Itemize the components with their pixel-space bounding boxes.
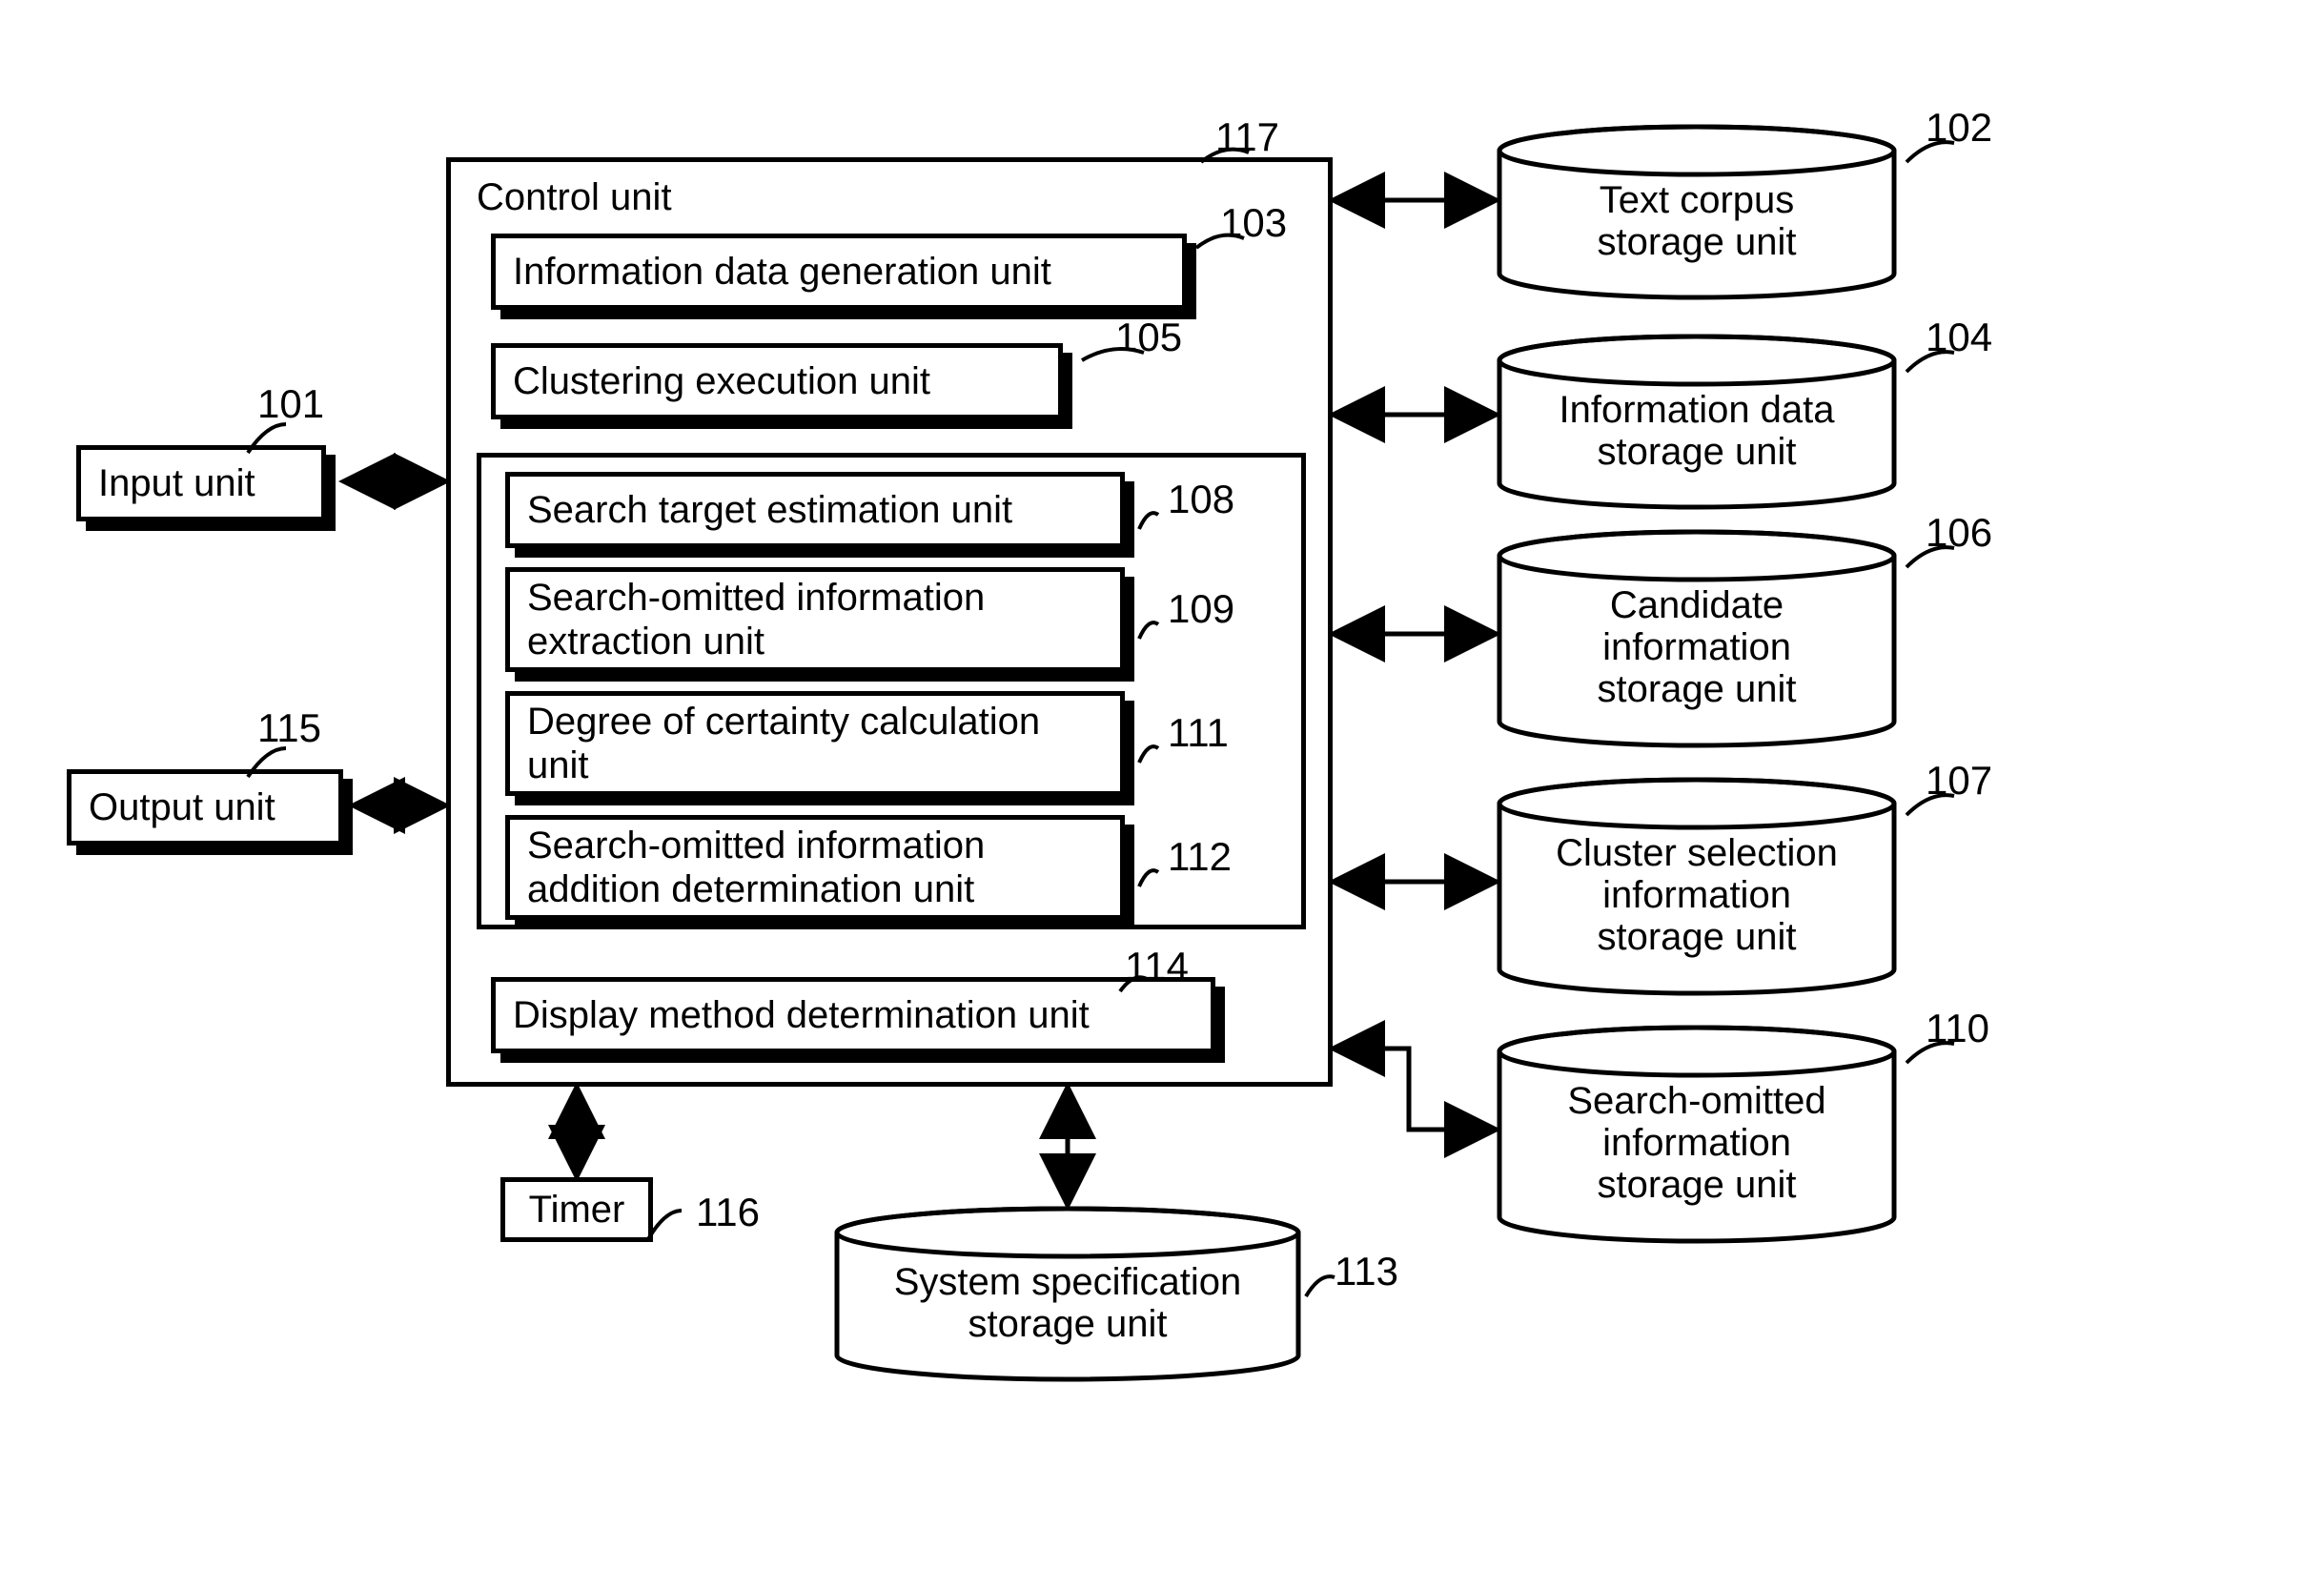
info-data-l1: Information data (1506, 389, 1887, 431)
cluster-sel-l3: storage unit (1506, 916, 1887, 958)
info-data-gen-label: Information data generation unit (513, 250, 1051, 294)
timer-label: Timer (529, 1188, 625, 1232)
input-unit-label: Input unit (98, 461, 255, 505)
ref-109: 109 (1168, 586, 1234, 632)
text-corpus-l1: Text corpus (1506, 179, 1887, 221)
clustering-exec-box: Clustering execution unit (491, 343, 1063, 419)
output-unit-box: Output unit (67, 769, 343, 845)
info-data-l2: storage unit (1506, 431, 1887, 473)
ref-103: 103 (1220, 200, 1287, 246)
search-omit-l3: storage unit (1506, 1164, 1887, 1206)
info-data-storage: Information data storage unit (1497, 334, 1897, 510)
search-omitted-add-box: Search-omitted information addition dete… (505, 815, 1125, 920)
search-target-est-label: Search target estimation unit (527, 488, 1012, 532)
ref-105: 105 (1115, 315, 1182, 360)
ref-116: 116 (696, 1190, 760, 1235)
candidate-info-storage: Candidate information storage unit (1497, 529, 1897, 748)
clustering-exec-label: Clustering execution unit (513, 359, 930, 403)
input-unit-box: Input unit (76, 445, 326, 521)
search-target-est-box: Search target estimation unit (505, 472, 1125, 548)
search-omitted-ext-box: Search-omitted information extraction un… (505, 567, 1125, 672)
ref-111: 111 (1168, 710, 1229, 756)
display-method-label: Display method determination unit (513, 993, 1090, 1037)
ref-112: 112 (1168, 834, 1232, 880)
degree-certainty-label: Degree of certainty calculation unit (527, 700, 1103, 787)
cluster-sel-storage: Cluster selection information storage un… (1497, 777, 1897, 996)
text-corpus-l2: storage unit (1506, 221, 1887, 263)
candidate-l2: information (1506, 626, 1887, 668)
ref-110: 110 (1926, 1006, 1989, 1051)
ref-106: 106 (1926, 510, 1992, 556)
sys-spec-l1: System specification (844, 1261, 1292, 1303)
ref-101: 101 (257, 381, 324, 427)
text-corpus-storage: Text corpus storage unit (1497, 124, 1897, 300)
ref-113: 113 (1335, 1249, 1398, 1294)
cluster-sel-l2: information (1506, 874, 1887, 916)
ref-102: 102 (1926, 105, 1992, 151)
ref-104: 104 (1926, 315, 1992, 360)
system-spec-storage: System specification storage unit (834, 1206, 1301, 1382)
info-data-gen-box: Information data generation unit (491, 234, 1187, 310)
control-unit-title: Control unit (477, 176, 672, 219)
search-omitted-add-label: Search-omitted information addition dete… (527, 824, 1103, 911)
search-omitted-storage: Search-omitted information storage unit (1497, 1025, 1897, 1244)
cluster-sel-l1: Cluster selection (1506, 832, 1887, 874)
output-unit-label: Output unit (89, 785, 275, 829)
search-omit-l1: Search-omitted (1506, 1080, 1887, 1122)
display-method-box: Display method determination unit (491, 977, 1215, 1053)
search-omitted-ext-label: Search-omitted information extraction un… (527, 576, 1103, 663)
ref-114: 114 (1125, 944, 1189, 989)
timer-box: Timer (500, 1177, 653, 1242)
system-block-diagram: Control unit Input unit Output unit Time… (0, 0, 2324, 1589)
candidate-l1: Candidate (1506, 584, 1887, 626)
ref-108: 108 (1168, 477, 1234, 522)
search-omit-l2: information (1506, 1122, 1887, 1164)
ref-107: 107 (1926, 758, 1992, 804)
candidate-l3: storage unit (1506, 668, 1887, 710)
ref-115: 115 (257, 705, 321, 751)
ref-117: 117 (1215, 114, 1279, 160)
degree-certainty-box: Degree of certainty calculation unit (505, 691, 1125, 796)
sys-spec-l2: storage unit (844, 1303, 1292, 1345)
